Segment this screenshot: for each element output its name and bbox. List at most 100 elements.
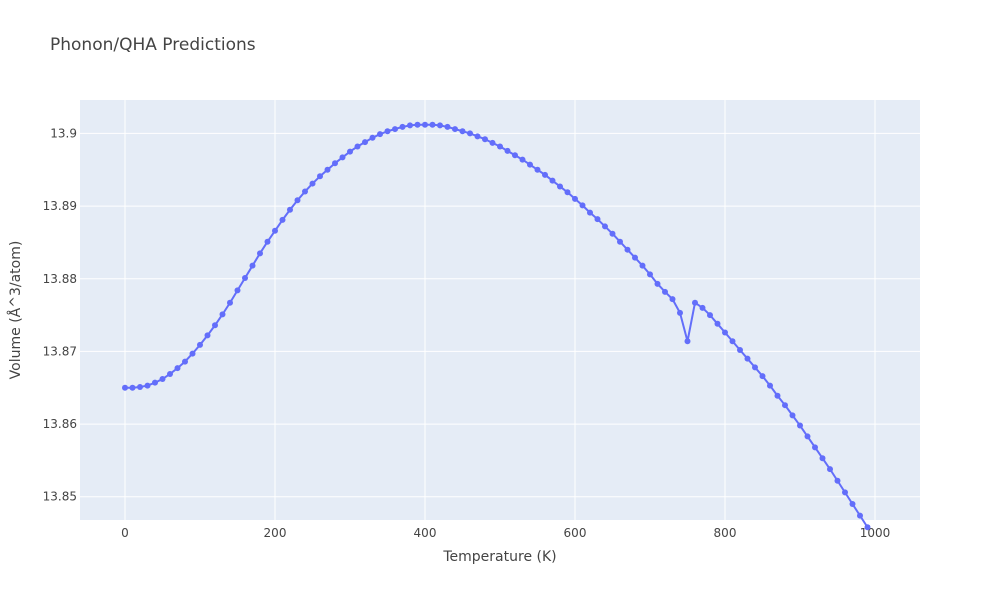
data-point[interactable] [497,143,503,150]
data-point[interactable] [354,143,361,150]
data-point[interactable] [609,230,616,237]
data-point[interactable] [632,254,638,261]
data-point[interactable] [579,202,586,209]
data-point[interactable] [587,209,593,216]
data-point[interactable] [737,346,743,353]
data-point[interactable] [309,180,316,187]
data-point[interactable] [752,364,758,371]
data-point[interactable] [317,173,323,180]
data-point[interactable] [639,262,646,269]
data-point[interactable] [137,384,143,391]
data-point[interactable] [797,422,803,429]
data-point[interactable] [369,134,376,141]
data-point[interactable] [212,322,218,329]
data-point[interactable] [594,216,601,223]
data-point[interactable] [204,332,211,339]
data-point[interactable] [242,275,248,282]
data-point[interactable] [834,477,841,484]
data-point[interactable] [572,195,578,202]
data-point[interactable] [264,238,271,245]
data-point[interactable] [414,121,421,128]
data-point[interactable] [324,166,331,173]
data-point[interactable] [557,183,563,190]
data-point[interactable] [647,271,653,278]
data-point[interactable] [474,133,481,140]
data-point[interactable] [444,123,451,130]
data-point[interactable] [347,148,353,155]
data-point[interactable] [249,262,256,269]
data-point[interactable] [534,166,541,173]
data-point[interactable] [182,358,188,365]
data-point[interactable] [429,121,436,128]
data-point[interactable] [227,299,233,306]
data-point[interactable] [827,466,833,473]
data-point[interactable] [789,412,796,419]
data-point[interactable] [437,122,443,129]
data-point[interactable] [624,246,631,253]
data-point[interactable] [864,524,871,531]
data-point[interactable] [774,392,781,399]
data-point[interactable] [714,320,721,327]
data-point[interactable] [144,382,151,389]
data-point[interactable] [174,365,181,372]
data-point[interactable] [722,329,728,336]
data-point[interactable] [617,238,623,245]
data-point[interactable] [602,223,608,230]
data-point[interactable] [467,130,473,137]
data-point[interactable] [549,177,556,184]
data-point[interactable] [482,136,488,143]
data-point[interactable] [699,304,706,311]
data-point[interactable] [804,433,811,440]
data-point[interactable] [654,280,661,287]
data-point[interactable] [339,154,346,161]
data-point[interactable] [407,122,413,129]
data-point[interactable] [512,152,518,159]
data-point[interactable] [332,160,338,167]
data-point[interactable] [759,373,766,380]
data-point[interactable] [167,370,173,377]
data-point[interactable] [542,171,548,178]
data-point[interactable] [857,512,863,519]
data-point[interactable] [377,131,383,138]
data-point[interactable] [392,126,398,133]
data-point[interactable] [129,384,136,391]
data-point[interactable] [302,188,308,195]
data-point[interactable] [152,379,158,386]
data-point[interactable] [812,444,818,451]
data-point[interactable] [257,250,263,257]
data-point[interactable] [489,139,496,146]
data-point[interactable] [189,350,196,357]
data-point[interactable] [849,501,856,508]
data-point[interactable] [842,489,848,496]
data-point[interactable] [744,355,751,362]
data-point[interactable] [519,156,526,163]
data-point[interactable] [279,216,286,223]
data-point[interactable] [677,309,683,316]
data-point[interactable] [422,121,428,128]
data-point[interactable] [662,288,668,295]
data-point[interactable] [692,299,698,306]
data-point[interactable] [122,384,128,391]
data-point[interactable] [197,341,203,348]
data-point[interactable] [729,338,736,345]
data-point[interactable] [384,128,391,135]
data-point[interactable] [459,128,466,135]
data-point[interactable] [684,338,691,345]
data-point[interactable] [399,123,406,130]
data-point[interactable] [504,147,511,154]
data-point[interactable] [782,402,788,409]
data-point[interactable] [707,312,713,319]
data-point[interactable] [234,287,241,294]
data-point[interactable] [669,296,676,303]
data-point[interactable] [362,139,368,146]
data-point[interactable] [452,126,458,133]
data-point[interactable] [564,189,571,196]
data-point[interactable] [819,455,826,462]
data-point[interactable] [767,382,773,389]
data-point[interactable] [527,161,533,168]
data-point[interactable] [219,311,226,318]
data-point[interactable] [287,206,293,213]
data-point[interactable] [294,197,301,204]
data-point[interactable] [159,376,166,383]
data-point[interactable] [272,227,278,234]
